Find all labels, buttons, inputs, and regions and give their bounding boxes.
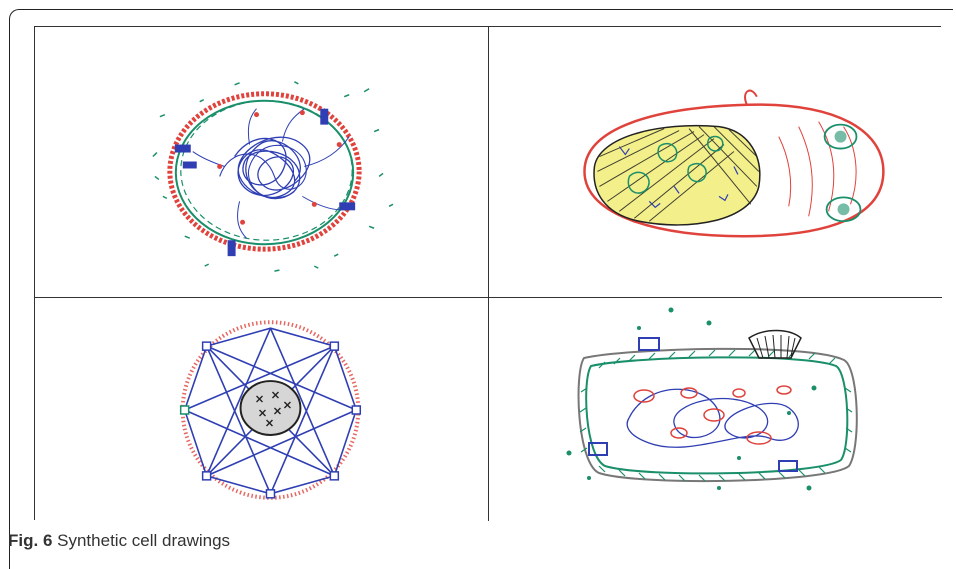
panel-top-left <box>35 27 489 298</box>
figure-caption-text: Synthetic cell drawings <box>57 531 231 550</box>
figure-grid <box>34 26 942 521</box>
drawing-rounded-rectangle-cell <box>566 307 858 491</box>
figure-caption: Fig. 6 Synthetic cell drawings <box>8 531 230 551</box>
drawing-oval-cell-with-nucleus <box>583 89 885 238</box>
drawing-tangled-dna-cell <box>152 81 394 272</box>
panel-bottom-left <box>35 298 489 521</box>
figure-label: Fig. 6 <box>8 531 53 550</box>
panel-top-right <box>489 27 942 298</box>
panel-bottom-right <box>489 298 942 521</box>
figure-frame <box>9 9 953 569</box>
drawing-star-network-cell <box>179 320 362 500</box>
